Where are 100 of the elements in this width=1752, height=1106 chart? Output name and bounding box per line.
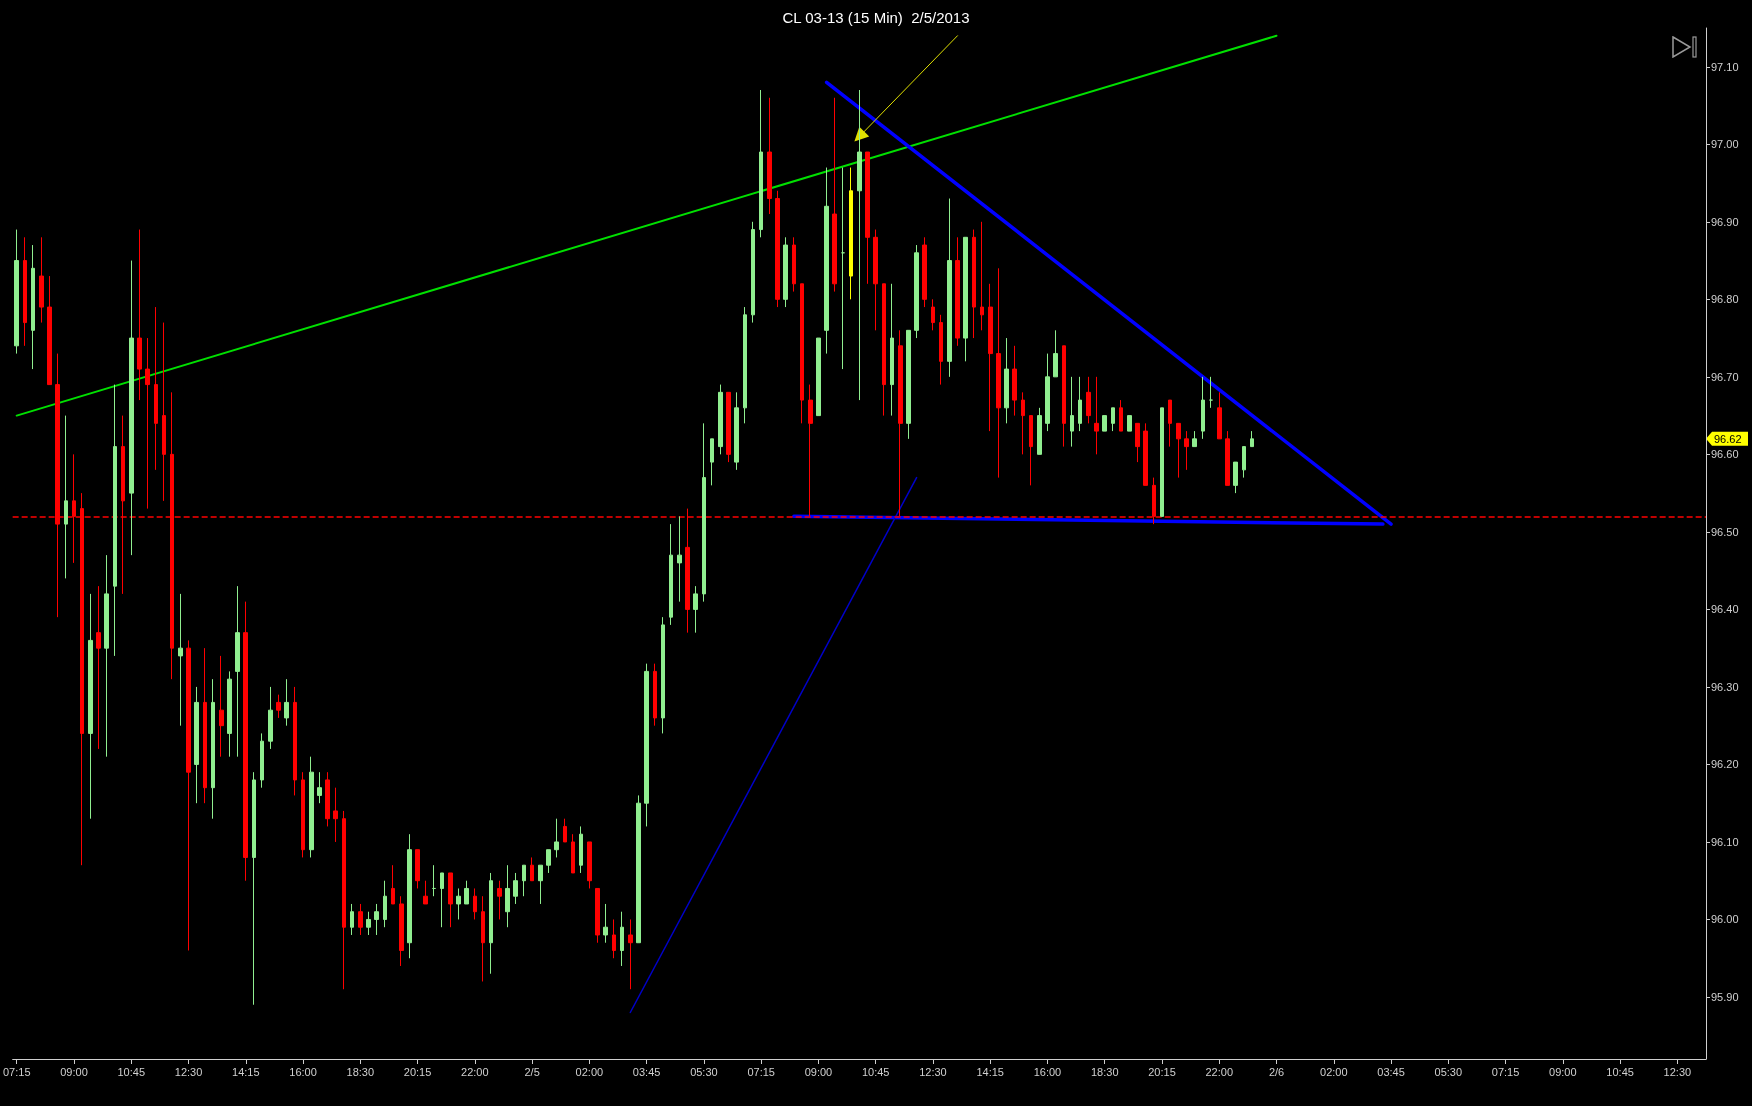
candlestick <box>219 655 224 758</box>
candlestick <box>563 818 567 843</box>
candlestick <box>154 306 158 471</box>
chart-title: CL 03-13 (15 Min) 2/5/2013 <box>782 9 970 26</box>
candlestick <box>939 314 943 386</box>
candlestick <box>64 415 68 579</box>
candlestick <box>448 872 453 928</box>
x-tick-label: 22:00 <box>461 1065 489 1078</box>
candlestick <box>1225 430 1230 486</box>
candlestick <box>333 787 338 843</box>
x-tick-label: 03:45 <box>1377 1065 1405 1078</box>
y-tick-label: 96.50 <box>1711 525 1739 538</box>
x-tick-label: 09:00 <box>1549 1065 1577 1078</box>
y-tick-label: 97.10 <box>1711 60 1739 73</box>
candlestick <box>947 198 952 378</box>
candlestick <box>407 833 412 959</box>
y-tick-label: 97.00 <box>1711 138 1739 151</box>
candlestick <box>366 911 371 936</box>
candlestick <box>284 678 289 727</box>
candlestick <box>505 864 510 928</box>
candlestick <box>1143 422 1148 486</box>
candlestick <box>546 849 551 874</box>
candlestick <box>1029 415 1033 486</box>
candlestick <box>137 229 142 401</box>
candlestick <box>276 694 281 719</box>
candlestick <box>832 97 837 293</box>
candlestick <box>857 89 862 401</box>
x-tick-label: 10:45 <box>861 1065 890 1078</box>
candlestick <box>873 229 878 331</box>
x-tick-label: 16:00 <box>1033 1065 1062 1078</box>
candlestick <box>800 283 804 424</box>
candlestick <box>816 337 821 417</box>
candlestick <box>14 229 19 355</box>
y-tick-label: 96.00 <box>1711 913 1739 926</box>
candlestick <box>325 771 330 827</box>
candlestick <box>243 601 248 882</box>
candlestick <box>1086 376 1091 424</box>
candlestick <box>374 903 379 936</box>
candlestick <box>96 585 101 750</box>
candlestick <box>620 911 624 967</box>
candlestick <box>1209 376 1213 409</box>
candlestick <box>1168 399 1172 448</box>
candlestick <box>693 585 698 634</box>
candlestick <box>1012 345 1017 417</box>
x-tick-label: 10:45 <box>1606 1065 1634 1078</box>
x-tick-label: 20:15 <box>1148 1065 1176 1078</box>
candlestick <box>1242 446 1246 479</box>
candlestick <box>702 422 706 603</box>
candlestick <box>628 918 633 990</box>
candlestick <box>603 903 608 944</box>
candlestick <box>1021 391 1025 455</box>
candlestick <box>456 887 461 920</box>
x-tick-label: 12:30 <box>1663 1065 1692 1078</box>
candlestick <box>792 236 796 293</box>
candlestick <box>751 221 755 324</box>
candlestick <box>1119 399 1123 432</box>
x-tick-label: 12:30 <box>919 1065 947 1078</box>
candlestick <box>211 678 215 820</box>
candlestick <box>980 221 984 331</box>
candlestick <box>1037 407 1042 455</box>
x-tick-label: 18:30 <box>1090 1065 1119 1078</box>
candlestick <box>1184 430 1189 471</box>
candlestick <box>317 771 322 804</box>
candlestick <box>473 887 477 920</box>
candlestick <box>677 515 682 603</box>
y-tick-label: 96.10 <box>1711 835 1739 848</box>
candlestick <box>882 283 886 417</box>
candlestick <box>955 236 960 347</box>
candlestick <box>440 872 444 928</box>
candlestick <box>612 918 616 959</box>
candlestick <box>113 384 117 657</box>
candlestick <box>988 283 993 432</box>
candlestick <box>227 670 232 758</box>
candlestick <box>464 880 469 905</box>
candlestick <box>1201 376 1205 440</box>
candlestick <box>1192 430 1197 448</box>
candlestick <box>644 663 649 827</box>
y-tick-label: 96.70 <box>1711 370 1739 383</box>
candlestick <box>914 244 919 339</box>
y-tick-label: 96.40 <box>1711 603 1739 616</box>
candlestick <box>342 810 346 990</box>
x-tick-label: 05:30 <box>690 1065 718 1078</box>
x-tick-label: 09:00 <box>60 1065 88 1078</box>
candlestick <box>710 438 714 486</box>
annotation: 96.62 <box>1714 432 1742 445</box>
candlestick <box>415 849 420 889</box>
x-tick-label: 02:00 <box>575 1065 604 1078</box>
x-tick-label: 16:00 <box>289 1065 317 1078</box>
candlestick <box>178 593 183 727</box>
candlestick <box>513 872 518 905</box>
candlestick <box>293 686 297 796</box>
candlestick <box>931 298 935 331</box>
candlestick <box>579 825 583 874</box>
candlestick <box>1233 461 1238 494</box>
candlestick <box>661 616 665 734</box>
x-tick-label: 14:15 <box>976 1065 1004 1078</box>
candlestick <box>1135 422 1140 463</box>
candlestick <box>767 97 772 215</box>
candlestick <box>530 856 534 882</box>
x-tick-label: 10:45 <box>117 1065 146 1078</box>
